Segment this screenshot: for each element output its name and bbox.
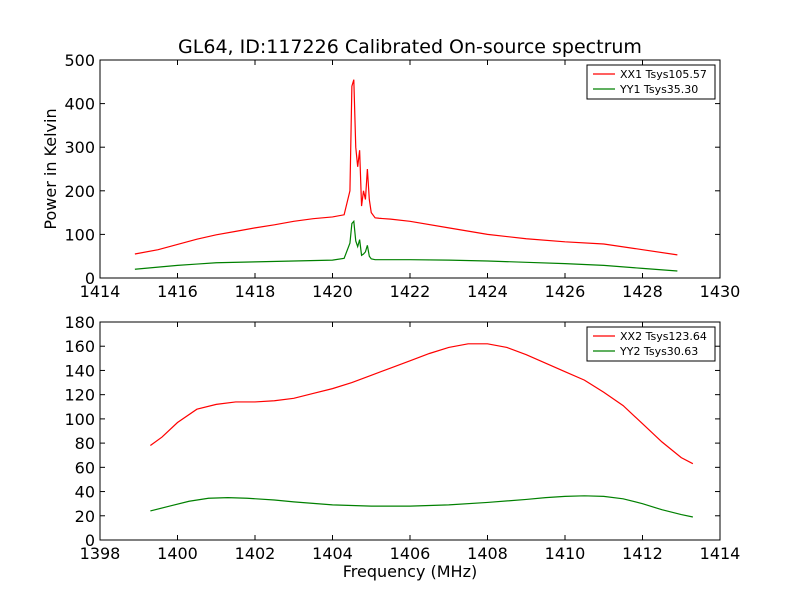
y-tick-label: 0 [85, 269, 95, 288]
y-tick-label: 400 [64, 95, 95, 114]
y-tick-label: 60 [75, 458, 95, 477]
legend-label: XX1 Tsys105.57 [620, 68, 707, 81]
x-tick-label: 1410 [545, 544, 586, 563]
x-tick-label: 1404 [312, 544, 353, 563]
legend-label: YY1 Tsys35.30 [619, 83, 698, 96]
x-tick-label: 1422 [390, 282, 431, 301]
y-tick-label: 40 [75, 483, 95, 502]
y-tick-label: 20 [75, 507, 95, 526]
y-tick-label: 300 [64, 138, 95, 157]
y-tick-label: 160 [64, 337, 95, 356]
legend-box [586, 326, 716, 362]
y-tick-label: 120 [64, 386, 95, 405]
x-tick-label: 1412 [622, 544, 663, 563]
x-tick-label: 1416 [157, 282, 198, 301]
x-tick-label: 1428 [622, 282, 663, 301]
figure-title: GL64, ID:117226 Calibrated On-source spe… [178, 36, 642, 58]
x-axis-title: Frequency (MHz) [343, 562, 477, 581]
series-line-xx2 [150, 343, 694, 465]
y-tick-label: 100 [64, 225, 95, 244]
series-line-yy2 [150, 495, 693, 518]
x-tick-label: 1414 [700, 544, 741, 563]
x-tick-label: 1426 [545, 282, 586, 301]
series-line-xx1 [134, 79, 678, 256]
x-tick-label: 1418 [235, 282, 276, 301]
x-tick-label: 1408 [467, 544, 508, 563]
y-tick-label: 500 [64, 51, 95, 70]
y-axis-title: Power in Kelvin [41, 108, 60, 229]
x-tick-label: 1420 [312, 282, 353, 301]
y-tick-label: 80 [75, 434, 95, 453]
y-tick-label: 100 [64, 410, 95, 429]
x-tick-label: 1430 [700, 282, 741, 301]
y-tick-label: 200 [64, 182, 95, 201]
y-tick-label: 140 [64, 361, 95, 380]
x-tick-label: 1414 [80, 282, 121, 301]
x-tick-label: 1400 [157, 544, 198, 563]
legend-label: XX2 Tsys123.64 [620, 330, 707, 343]
y-tick-label: 0 [85, 531, 95, 550]
x-tick-label: 1398 [80, 544, 121, 563]
x-tick-label: 1424 [467, 282, 508, 301]
legend-box [586, 64, 716, 100]
series-line-yy1 [134, 219, 678, 272]
bottom-panel: 1398 1400 1402 1404 1406 1408 1410 1412 1414 0 20 4… [64, 313, 740, 581]
top-panel: 1414 1416 1418 1420 1422 1424 1426 1428 1430 0 100… [41, 51, 740, 301]
legend-label: YY2 Tsys30.63 [619, 345, 698, 358]
x-tick-label: 1402 [235, 544, 276, 563]
y-tick-label: 180 [64, 313, 95, 332]
x-tick-label: 1406 [390, 544, 431, 563]
